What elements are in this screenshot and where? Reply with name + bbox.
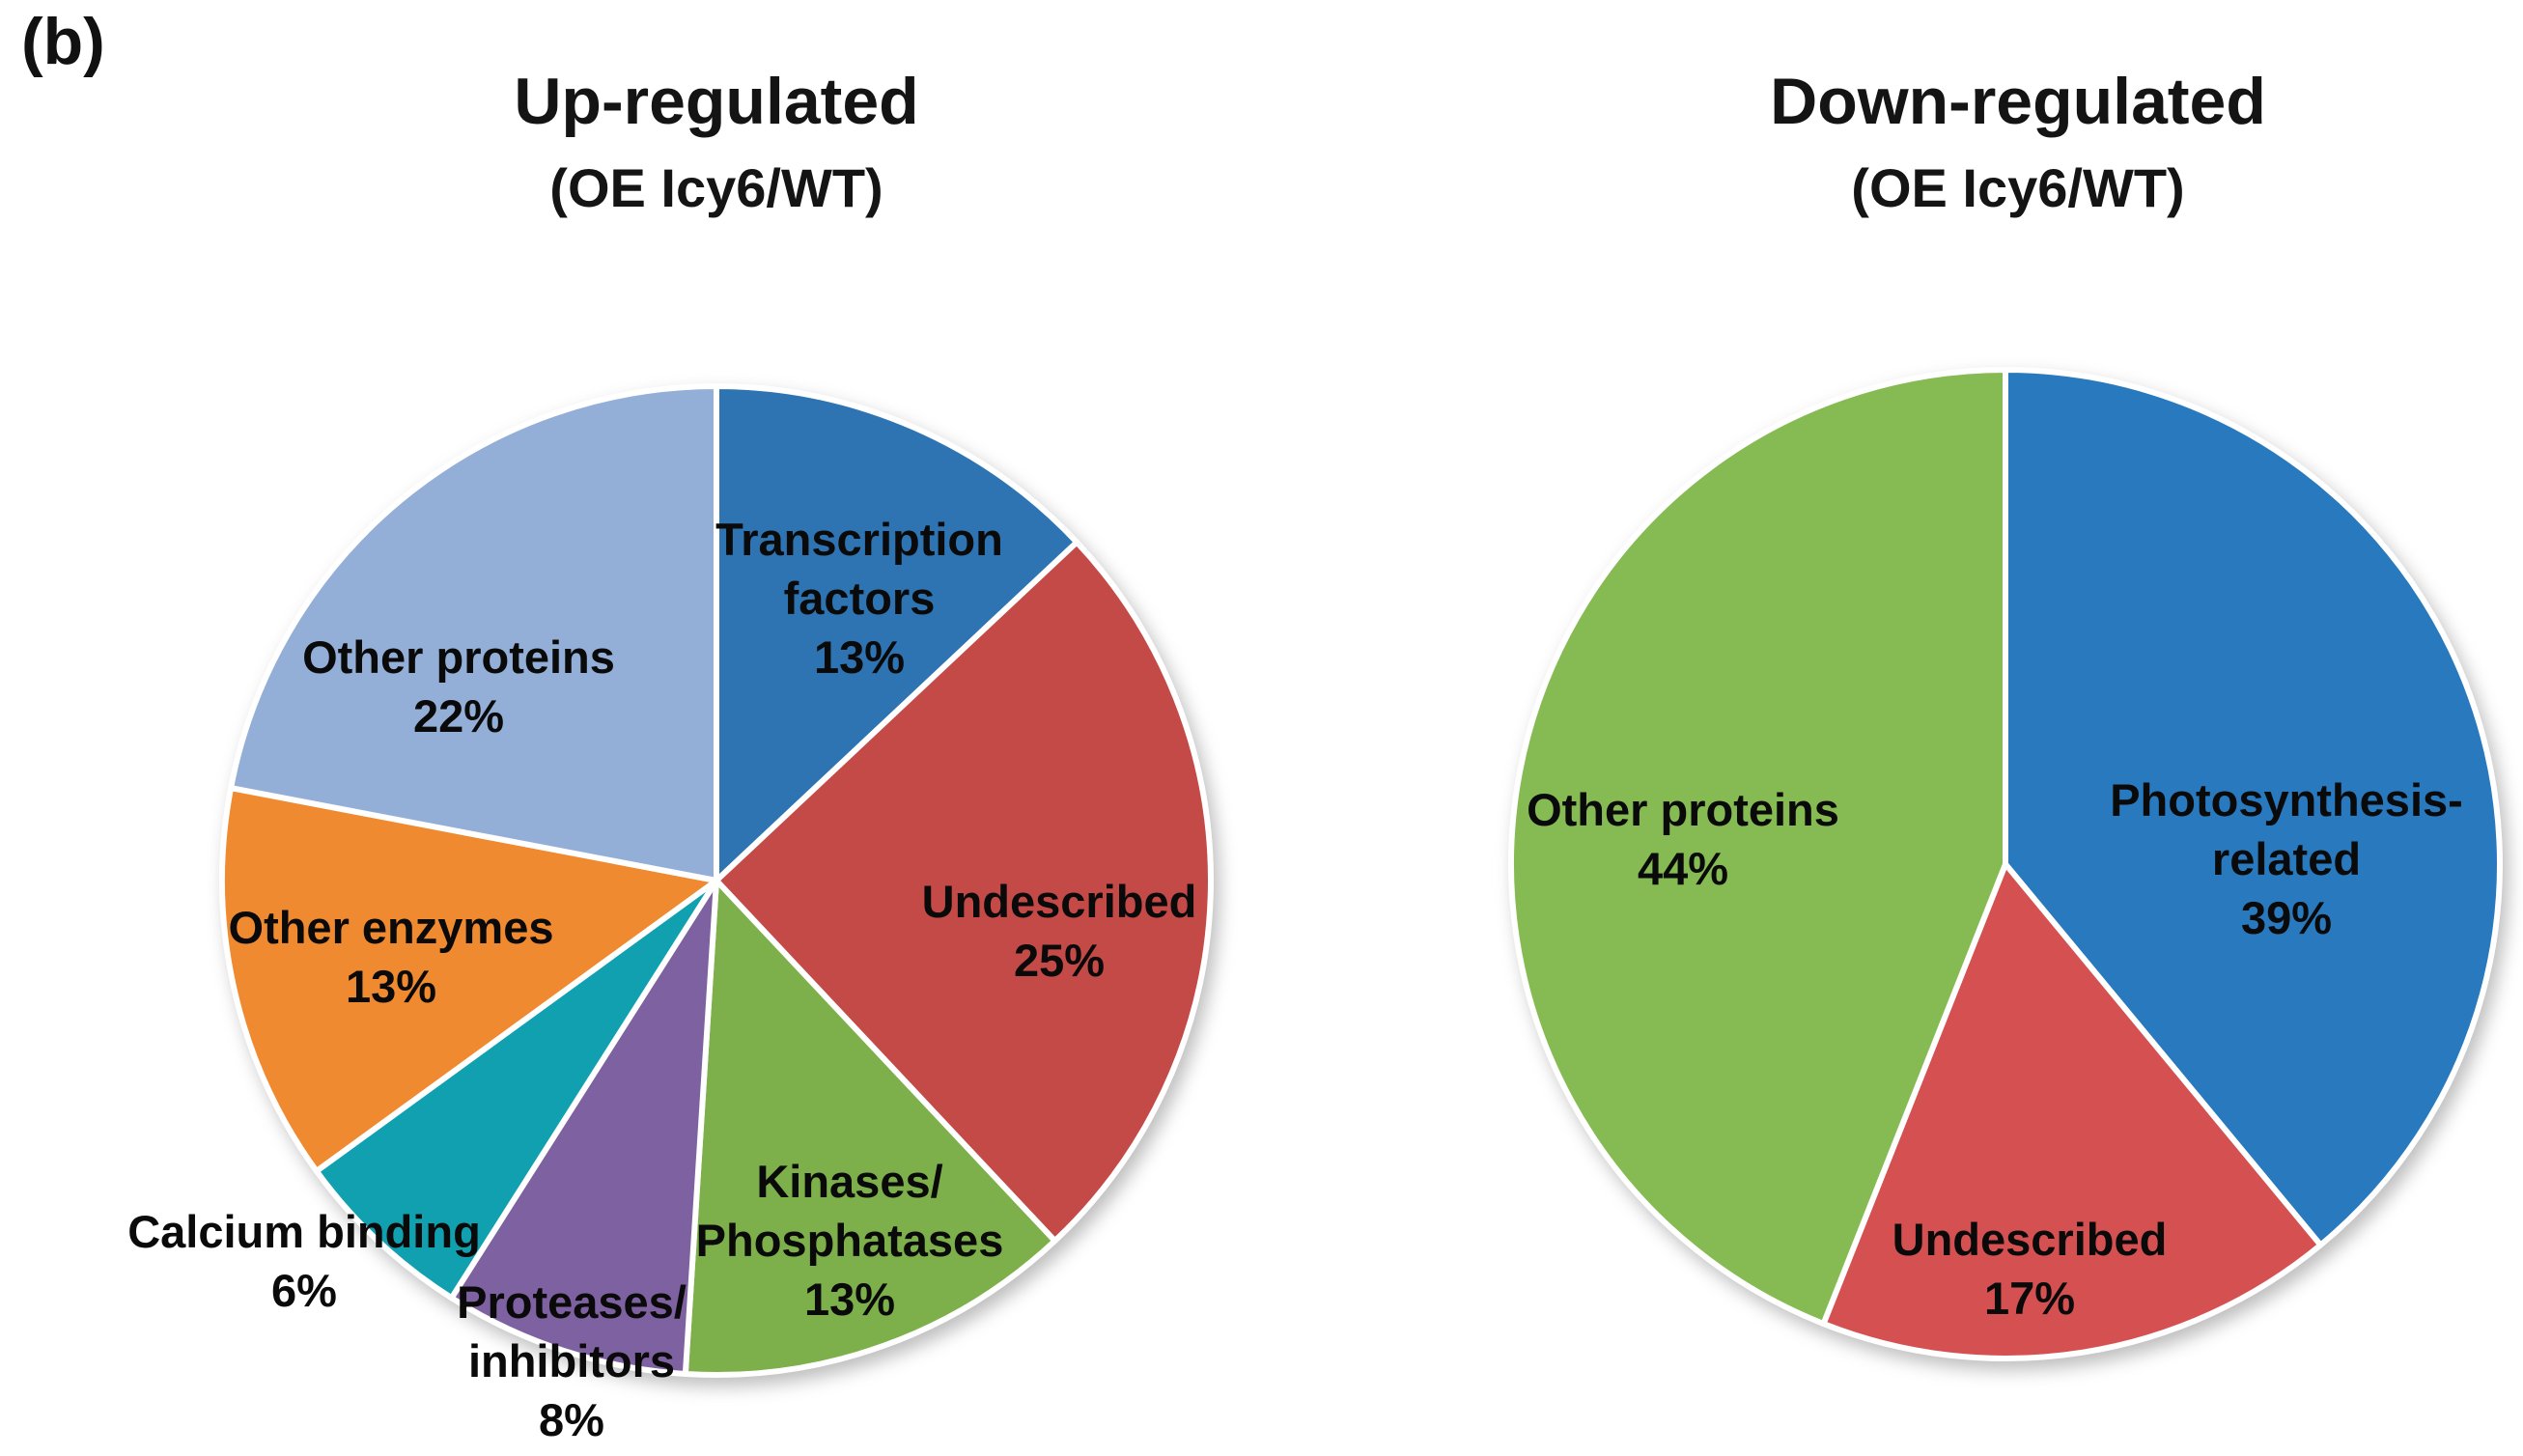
label-line: Kinases/ <box>756 1156 943 1207</box>
label-line: Undescribed <box>921 876 1197 927</box>
label-transcription-factors: Transcription factors 13% <box>715 510 1003 686</box>
label-undescribed-down: Undescribed 17% <box>1892 1210 2168 1328</box>
pie-slice-other-proteins <box>1507 367 2008 1328</box>
label-line: related <box>2211 833 2362 884</box>
left-chart-title: Up-regulated <box>514 65 919 138</box>
label-calcium-binding: Calcium binding 6% <box>127 1202 481 1320</box>
label-undescribed-up: Undescribed 25% <box>922 872 1197 990</box>
left-chart-subtitle: (OE Icy6/WT) <box>549 157 883 218</box>
label-line: Calcium binding <box>127 1206 481 1257</box>
label-line: Proteases/ <box>457 1276 687 1328</box>
label-pct: 13% <box>345 961 437 1012</box>
label-line: Photosynthesis- <box>2110 774 2463 826</box>
label-pct: 22% <box>412 690 505 742</box>
pie-slice-undescribed <box>714 539 1214 1245</box>
label-pct: 13% <box>813 631 906 683</box>
label-pct: 44% <box>1637 843 1729 894</box>
label-pct: 6% <box>271 1265 337 1316</box>
label-line: inhibitors <box>467 1335 676 1386</box>
label-line: Phosphatases <box>695 1215 1004 1266</box>
label-kinases-phosphatases: Kinases/ Phosphatases 13% <box>696 1152 1004 1329</box>
label-line: Undescribed <box>1892 1214 2168 1265</box>
label-other-proteins-up: Other proteins 22% <box>302 628 615 745</box>
label-pct: 13% <box>803 1274 896 1325</box>
pie-slice-kinases-phosphatases <box>682 878 1058 1378</box>
pie-down-regulated <box>1507 367 2503 1361</box>
label-line: Transcription <box>715 514 1003 565</box>
pie-slice-proteases-inhibitors <box>448 878 719 1377</box>
pie-slice-calcium-binding <box>313 878 719 1302</box>
label-photosynthesis-related: Photosynthesis- related 39% <box>2110 770 2463 947</box>
label-line: Other proteins <box>302 631 615 683</box>
right-chart-title: Down-regulated <box>1770 65 2266 138</box>
label-pct: 39% <box>2240 892 2333 943</box>
label-other-enzymes: Other enzymes 13% <box>229 898 554 1016</box>
pie-slice-transcription-factors <box>714 383 1080 883</box>
pie-up-regulated <box>219 383 1214 1378</box>
label-pct: 25% <box>1013 935 1106 986</box>
pie-slice-other-proteins <box>228 383 719 883</box>
label-other-proteins-down: Other proteins 44% <box>1527 780 1839 898</box>
label-pct: 8% <box>539 1394 604 1445</box>
label-line: Other enzymes <box>228 902 554 953</box>
pie-slice-other-enzymes <box>219 785 719 1174</box>
panel-letter: (b) <box>21 5 105 78</box>
label-pct: 17% <box>1983 1273 2076 1324</box>
label-line: Other proteins <box>1527 784 1839 835</box>
pie-slice-photosynthesis-related <box>2003 367 2503 1248</box>
right-chart-subtitle: (OE Icy6/WT) <box>1851 157 2185 218</box>
label-line: factors <box>783 573 936 624</box>
pie-slice-undescribed <box>1820 861 2324 1361</box>
label-proteases-inhibitors: Proteases/ inhibitors 8% <box>457 1273 687 1449</box>
